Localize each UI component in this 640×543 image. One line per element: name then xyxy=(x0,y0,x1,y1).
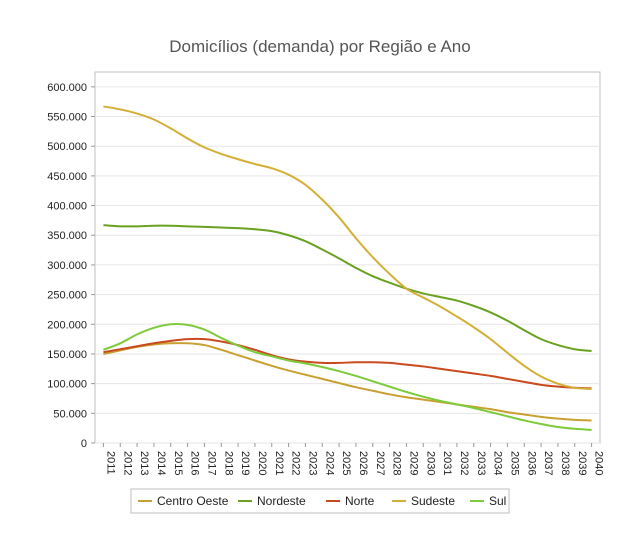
x-tick-label: 2026 xyxy=(357,451,369,475)
legend-label-sudeste: Sudeste xyxy=(411,494,455,508)
legend-label-centro-oeste: Centro Oeste xyxy=(157,494,229,508)
x-tick-label: 2024 xyxy=(323,451,335,475)
x-tick-label: 2022 xyxy=(290,451,302,475)
x-tick-label: 2029 xyxy=(407,451,419,475)
x-tick-label: 2038 xyxy=(559,451,571,475)
x-tick-label: 2025 xyxy=(340,451,352,475)
y-tick-label: 600.000 xyxy=(47,82,87,94)
y-tick-label: 150.000 xyxy=(47,349,87,361)
x-tick-label: 2019 xyxy=(239,451,251,475)
chart-title: Domicílios (demanda) por Região e Ano xyxy=(169,37,470,56)
y-axis: 0 50.000 100.000 150.000 200.000 250.000 300.0… xyxy=(47,82,95,450)
grid-lines xyxy=(95,86,600,444)
x-tick-label: 2037 xyxy=(542,451,554,475)
legend: Centro Oeste Nordeste Norte Sudeste Sul xyxy=(130,488,510,514)
series-line-centro-oeste xyxy=(103,342,592,422)
y-tick-label: 0 xyxy=(81,438,87,450)
x-tick-label: 2030 xyxy=(424,451,436,475)
legend-label-norte: Norte xyxy=(345,494,375,508)
y-tick-label: 550.000 xyxy=(47,112,87,124)
y-tick-label: 400.000 xyxy=(47,201,87,213)
legend-label-nordeste: Nordeste xyxy=(257,494,306,508)
legend-label-sul: Sul xyxy=(489,494,506,508)
series-line-nordeste xyxy=(103,224,592,352)
x-axis: 2011 2012 2013 2014 2015 2016 2017 2018 2019 2020… xyxy=(102,443,605,475)
y-tick-label: 350.000 xyxy=(47,230,87,242)
y-tick-label: 500.000 xyxy=(47,141,87,153)
x-tick-label: 2014 xyxy=(155,451,167,475)
legend-box xyxy=(130,488,510,514)
x-tick-label: 2013 xyxy=(138,451,150,475)
x-tick-label: 2032 xyxy=(458,451,470,475)
x-tick-label: 2012 xyxy=(121,451,133,475)
y-tick-label: 200.000 xyxy=(47,319,87,331)
x-tick-label: 2016 xyxy=(189,451,201,475)
x-tick-label: 2031 xyxy=(441,451,453,475)
x-tick-label: 2040 xyxy=(593,451,605,475)
x-tick-label: 2039 xyxy=(576,451,588,475)
y-tick-label: 300.000 xyxy=(47,260,87,272)
x-tick-label: 2023 xyxy=(306,451,318,475)
x-tick-label: 2027 xyxy=(374,451,386,475)
x-tick-label: 2033 xyxy=(475,451,487,475)
y-tick-label: 100.000 xyxy=(47,379,87,391)
series-line-sudeste xyxy=(103,105,592,390)
series-lines xyxy=(103,105,592,431)
y-tick-label: 50.000 xyxy=(53,408,87,420)
series-line-sul xyxy=(103,323,592,431)
x-tick-label: 2017 xyxy=(205,451,217,475)
x-tick-label: 2015 xyxy=(172,451,184,475)
x-tick-label: 2034 xyxy=(492,451,504,475)
y-tick-label: 250.000 xyxy=(47,290,87,302)
x-tick-label: 2020 xyxy=(256,451,268,475)
series-line-norte xyxy=(103,337,592,390)
x-tick-label: 2036 xyxy=(525,451,537,475)
x-tick-label: 2018 xyxy=(222,451,234,475)
x-tick-label: 2028 xyxy=(391,451,403,475)
x-tick-label: 2021 xyxy=(273,451,285,475)
y-tick-label: 450.000 xyxy=(47,171,87,183)
x-tick-label: 2011 xyxy=(104,451,116,475)
x-tick-label: 2035 xyxy=(508,451,520,475)
